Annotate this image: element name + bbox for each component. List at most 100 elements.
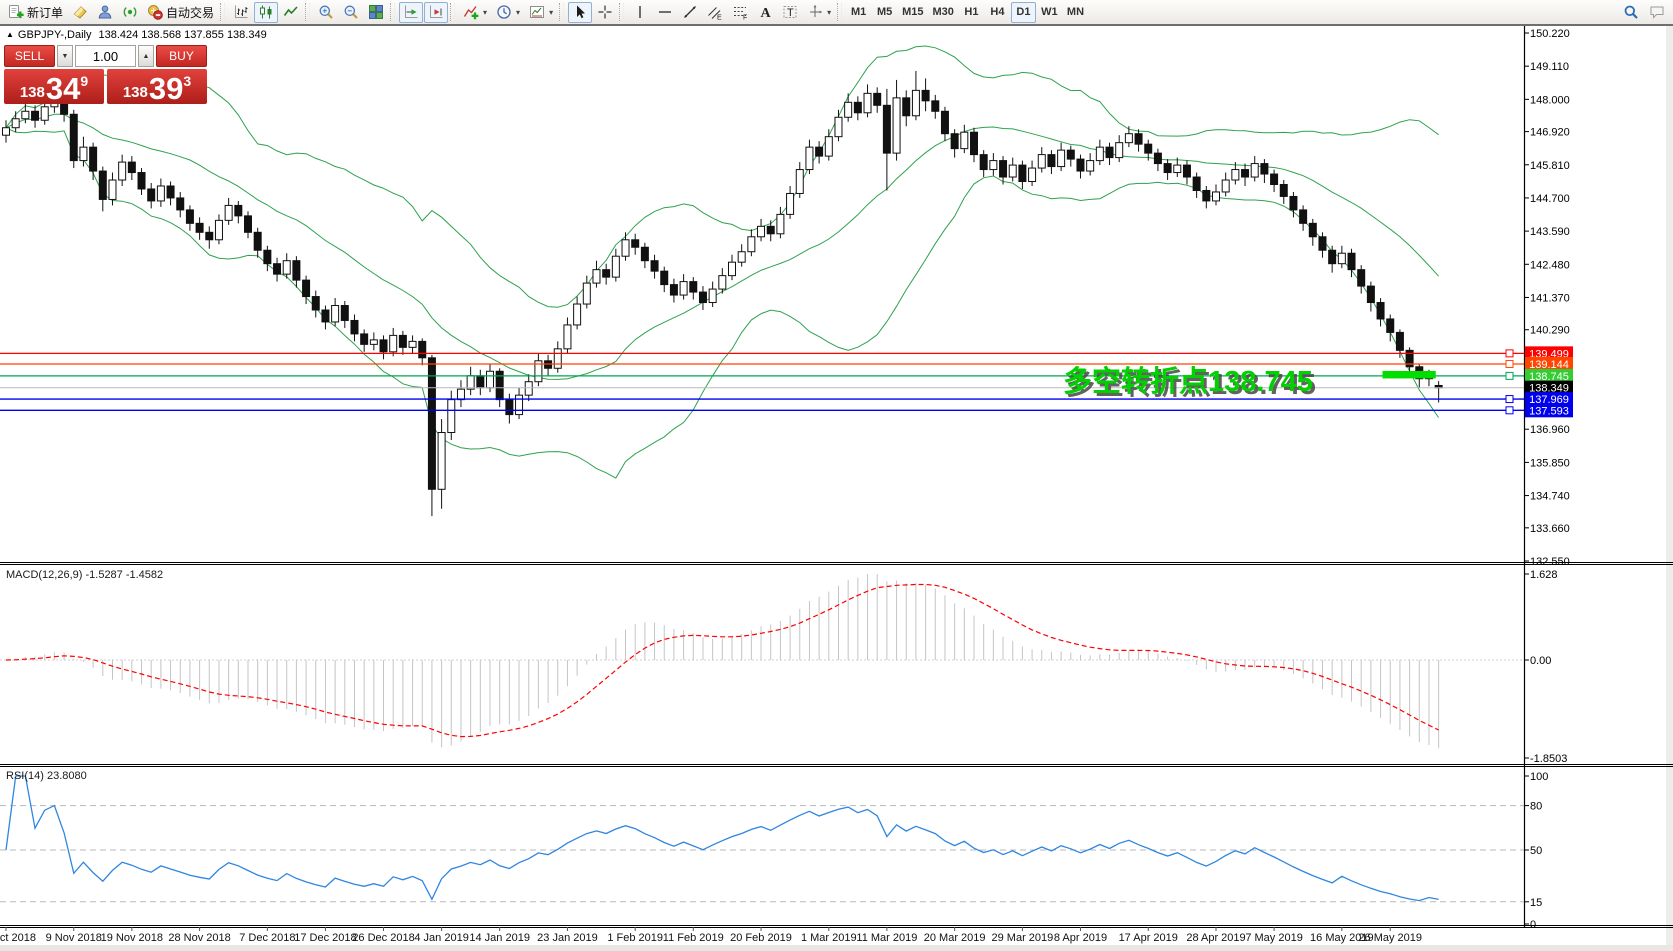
date-tick-label[interactable]: 26 May 2019 <box>1358 932 1422 944</box>
date-tick-label[interactable]: 23 Jan 2019 <box>537 932 598 944</box>
tf-mn-button[interactable]: MN <box>1066 6 1085 18</box>
toolbar-group-grip[interactable] <box>837 3 843 21</box>
vertical-line-button[interactable] <box>628 2 652 23</box>
candle-body <box>1144 143 1153 154</box>
zoom-out-button[interactable] <box>339 2 363 23</box>
dropdown-caret-icon[interactable]: ▾ <box>549 7 554 17</box>
new-order-button[interactable]: 新订单 <box>4 2 67 23</box>
buy-price-button[interactable]: 138 39 3 <box>107 69 207 104</box>
line-handle[interactable] <box>1505 359 1514 368</box>
templates-button[interactable]: ▾ <box>525 2 557 23</box>
sell-button[interactable]: SELL <box>4 45 55 67</box>
cursor-button[interactable] <box>568 1 593 23</box>
equidistant-channel-button[interactable]: E <box>703 2 727 23</box>
volume-increase-button[interactable]: ▲ <box>138 45 154 67</box>
tf-w1-button[interactable]: W1 <box>1041 6 1058 18</box>
broadcast-button[interactable] <box>118 2 142 23</box>
ohlc-values: 138.424 138.568 137.855 138.349 <box>98 29 267 41</box>
eraser-button[interactable] <box>68 2 92 23</box>
date-tick-label[interactable]: 19 Nov 2018 <box>101 932 163 944</box>
crosshair-button[interactable] <box>593 2 617 23</box>
chart-candles-button[interactable] <box>254 1 279 23</box>
shapes-button[interactable]: ▾ <box>803 2 835 23</box>
toolbar-group-grip[interactable] <box>220 3 226 21</box>
text-label-button[interactable]: T <box>778 2 802 23</box>
chart-shift-button[interactable] <box>424 1 449 23</box>
tf-m15-button[interactable]: M15 <box>902 6 924 18</box>
date-tick-label[interactable]: 7 Dec 2018 <box>239 932 295 944</box>
tf-m1-button[interactable]: M1 <box>850 6 867 18</box>
date-tick-label[interactable]: 17 Dec 2018 <box>294 932 356 944</box>
toolbar-group-grip[interactable] <box>390 3 396 21</box>
buy-button[interactable]: BUY <box>156 45 207 67</box>
dropdown-caret-icon[interactable]: ▾ <box>516 7 521 17</box>
chart-bars-button[interactable] <box>229 2 253 23</box>
turning-point-annotation[interactable]: 多空转折点138.745 <box>1063 366 1313 398</box>
date-tick-label[interactable]: 1 Feb 2019 <box>607 932 663 944</box>
auto-trading-button[interactable]: 自动交易 <box>143 2 218 23</box>
trendline-button[interactable] <box>678 2 702 23</box>
dropdown-caret-icon[interactable]: ▾ <box>483 7 488 17</box>
candle-body <box>1405 349 1414 368</box>
date-tick-label[interactable]: 14 Jan 2019 <box>469 932 530 944</box>
date-tick-label[interactable]: 4 Jan 2019 <box>414 932 468 944</box>
support-highlight-bar[interactable] <box>1382 370 1436 379</box>
date-tick-label[interactable]: 29 Mar 2019 <box>992 932 1054 944</box>
line-handle[interactable] <box>1505 406 1514 415</box>
line-handle[interactable] <box>1505 349 1514 358</box>
chart-shift-icon <box>430 5 443 18</box>
date-tick-label[interactable]: 1 Mar 2019 <box>801 932 857 944</box>
date-tick-label[interactable]: 28 Nov 2018 <box>168 932 230 944</box>
tf-h4-button[interactable]: H4 <box>990 6 1005 18</box>
volume-input[interactable]: 1.00 <box>75 45 136 67</box>
candle-body <box>1347 252 1356 271</box>
horizontal-line-button[interactable] <box>653 2 677 23</box>
dropdown-caret-icon[interactable]: ▾ <box>827 7 832 17</box>
date-tick-label[interactable]: 7 May 2019 <box>1245 932 1302 944</box>
line-handle[interactable] <box>1505 371 1514 380</box>
candle-body <box>999 160 1008 178</box>
date-tick-label[interactable]: 16 May 2019 <box>1310 932 1374 944</box>
sell-price-button[interactable]: 138 34 9 <box>4 69 104 104</box>
volume-decrease-button[interactable]: ▼ <box>57 45 73 67</box>
chart-line-button[interactable] <box>279 2 303 23</box>
candle-body <box>844 101 853 118</box>
date-tick-label[interactable]: 20 Feb 2019 <box>730 932 792 944</box>
candle-body <box>350 319 359 335</box>
zoom-in-button[interactable] <box>314 2 338 23</box>
indicators-button[interactable]: ▾ <box>459 2 491 23</box>
tf-m5-button[interactable]: M5 <box>876 6 893 18</box>
tf-d1-button[interactable]: D1 <box>1010 1 1036 23</box>
date-tick-label[interactable]: 11 Mar 2019 <box>856 932 917 944</box>
toolbar-group-grip[interactable] <box>619 3 625 21</box>
chat-button[interactable] <box>1645 2 1669 23</box>
candle-body <box>1231 169 1240 181</box>
date-tick-label[interactable]: 11 Feb 2019 <box>663 932 724 944</box>
search-button[interactable] <box>1619 2 1643 23</box>
toolbar-group-grip[interactable] <box>450 3 456 21</box>
vertical-line-icon <box>639 6 641 18</box>
date-tick-label[interactable]: 20 Mar 2019 <box>924 932 986 944</box>
auto-scroll-button[interactable] <box>399 1 424 23</box>
collapse-panel-arrow-icon[interactable]: ▲ <box>6 30 14 39</box>
toolbar-group-grip[interactable] <box>559 3 565 21</box>
new-order-icon <box>9 5 24 19</box>
text-button[interactable]: A <box>753 2 777 23</box>
date-tick-label[interactable]: 17 Apr 2019 <box>1119 932 1178 944</box>
tf-h1-button[interactable]: H1 <box>964 6 979 18</box>
toolbar-group-grip[interactable] <box>305 3 311 21</box>
profiles-button[interactable] <box>93 2 117 23</box>
tf-m30-button[interactable]: M30 <box>932 6 954 18</box>
date-tick-label[interactable]: 31 Oct 2018 <box>0 932 36 944</box>
line-handle[interactable] <box>1505 395 1514 404</box>
date-tick-label[interactable]: 9 Nov 2018 <box>46 932 102 944</box>
tile-windows-button[interactable] <box>364 2 388 23</box>
fibonacci-button[interactable]: F <box>728 2 752 23</box>
date-tick-label[interactable]: 26 Dec 2018 <box>352 932 414 944</box>
date-tick-label[interactable]: 8 Apr 2019 <box>1054 932 1107 944</box>
date-tick-label[interactable]: 28 Apr 2019 <box>1186 932 1245 944</box>
macd-panel[interactable] <box>5 574 1440 749</box>
periods-button[interactable]: ▾ <box>492 2 524 23</box>
